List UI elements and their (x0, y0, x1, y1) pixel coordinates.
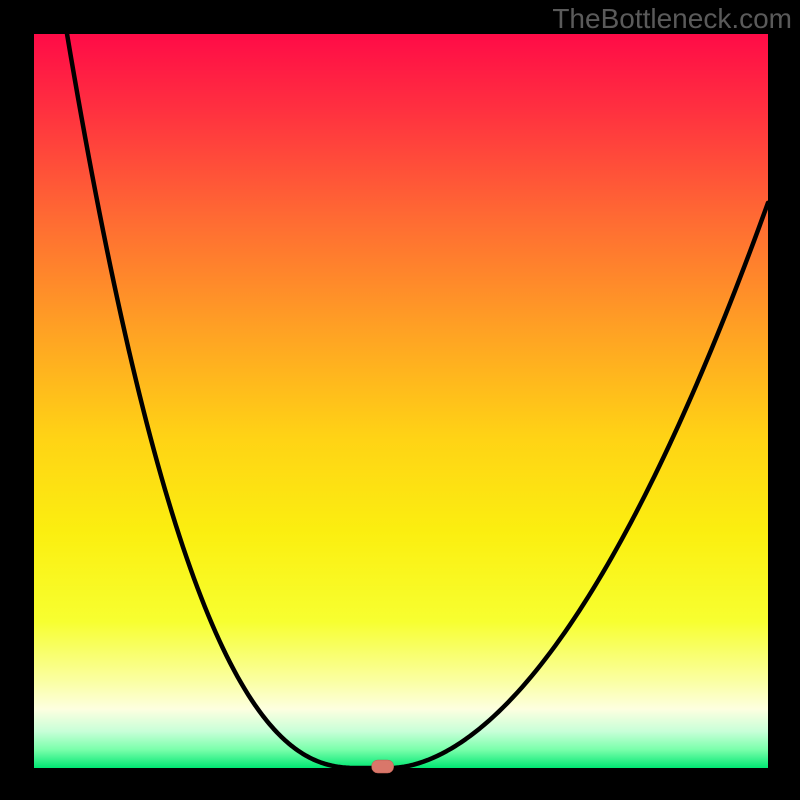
optimal-marker (372, 760, 394, 773)
watermark-text: TheBottleneck.com (552, 3, 792, 34)
bottleneck-chart: TheBottleneck.com (0, 0, 800, 800)
plot-background (34, 34, 768, 768)
